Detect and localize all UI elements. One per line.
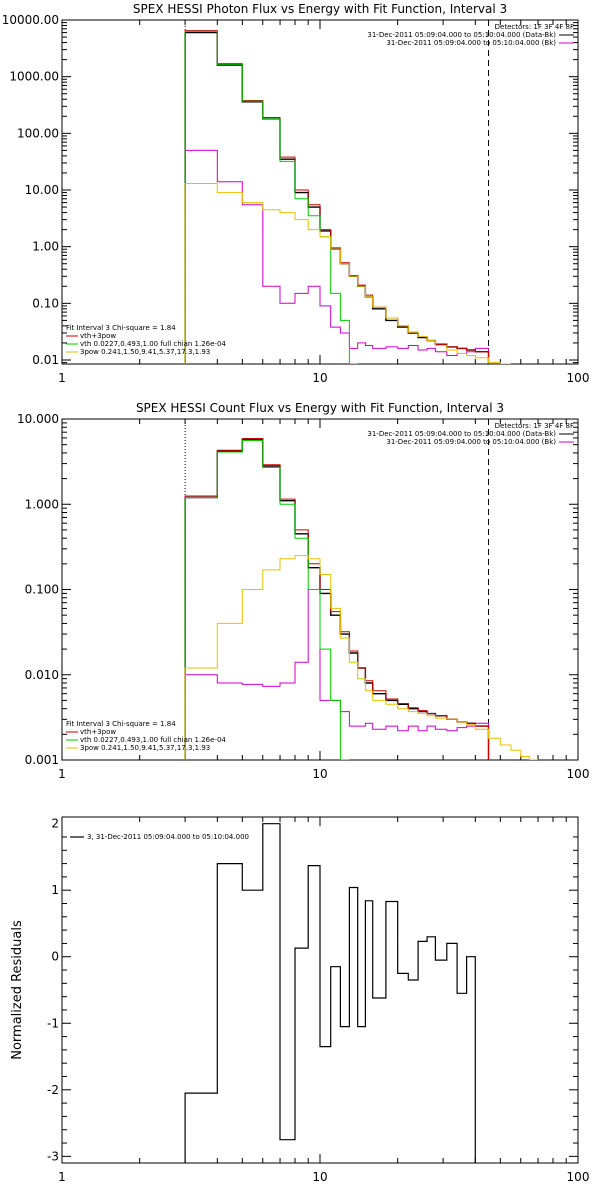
- series-vth: [184, 30, 358, 364]
- photon-flux-panel: SPEX HESSI Photon Flux vs Energy with Fi…: [2, 2, 590, 385]
- y-tick-label: 10000.00: [2, 13, 59, 27]
- legend-entry-label: 3, 31-Dec-2011 05:09:04.000 to 05:10:04.…: [87, 833, 249, 841]
- x-tick-label: 1: [58, 767, 66, 781]
- series-data-bk: [184, 31, 490, 364]
- y-tick-label: -1: [47, 1016, 59, 1030]
- x-tick-label: 1: [58, 1170, 66, 1184]
- legend-entry-label: 31-Dec-2011 05:09:04.000 to 05:10:04.000…: [386, 39, 556, 47]
- y-tick-label: 0.010: [25, 668, 59, 682]
- legend-entry-label: 3pow 0.241,1.50,9.41,5.37,17.3,1.93: [80, 348, 210, 356]
- x-tick-label: 10: [312, 371, 327, 385]
- series-data-bk: [184, 439, 490, 760]
- x-tick-label: 100: [567, 1170, 590, 1184]
- legend-entry-label: vth+3pow: [80, 728, 116, 736]
- y-tick-label: 10.00: [25, 183, 59, 197]
- legend-entry-label: 31-Dec-2011 05:09:04.000 to 05:10:04.000…: [367, 31, 556, 39]
- y-tick-label: 1: [51, 883, 59, 897]
- x-tick-label: 1: [58, 371, 66, 385]
- count-flux-title: SPEX HESSI Count Flux vs Energy with Fit…: [136, 401, 504, 415]
- series-vth-3pow: [184, 30, 489, 364]
- series-bk: [184, 149, 489, 364]
- y-tick-label: 1.000: [25, 497, 59, 511]
- x-tick-label: 100: [567, 371, 590, 385]
- y-tick-label: 0.100: [25, 583, 59, 597]
- y-tick-label: -2: [47, 1083, 59, 1097]
- y-tick-label: 1000.00: [9, 70, 59, 84]
- series-vth: [184, 440, 350, 760]
- y-tick-label: 10.000: [17, 412, 59, 426]
- plot-frame: [61, 19, 579, 365]
- legend-entry-label: 3pow 0.241,1.50,9.41,5.37,17.3,1.93: [80, 744, 210, 752]
- legend-entry-label: 31-Dec-2011 05:09:04.000 to 05:10:04.000…: [386, 438, 556, 446]
- legend-entry-label: vth 0.0227,0.493,1.00 full chian 1.26e-0…: [80, 340, 226, 348]
- legend-entry-label: vth 0.0227,0.493,1.00 full chian 1.26e-0…: [80, 736, 226, 744]
- legend-detectors: Detectors: 1F 3F 4F 8F: [495, 422, 574, 430]
- x-tick-label: 100: [567, 767, 590, 781]
- legend-fit-header: Fit Interval 3 Chi-square = 1.84: [66, 324, 176, 332]
- series-bk: [184, 589, 489, 760]
- plot-area: [184, 20, 511, 364]
- series-3pow: [184, 183, 511, 364]
- y-tick-label: 0.01: [32, 353, 59, 367]
- y-tick-label: 0: [51, 950, 59, 964]
- x-tick-label: 10: [312, 1170, 327, 1184]
- y-tick-label: 100.00: [17, 126, 59, 140]
- legend-entry-label: vth+3pow: [80, 332, 116, 340]
- y-tick-label: 0.001: [25, 753, 59, 767]
- y-tick-label: 2: [51, 817, 59, 831]
- photon-flux-title: SPEX HESSI Photon Flux vs Energy with Fi…: [133, 2, 507, 16]
- y-tick-label: 0.10: [32, 296, 59, 310]
- series-3pow: [184, 555, 538, 760]
- y-tick-label: 1.00: [32, 240, 59, 254]
- plot-area: [184, 419, 538, 760]
- plot-area: [184, 823, 476, 1163]
- legend-detectors: Detectors: 1F 3F 4F 8F: [495, 23, 574, 31]
- x-tick-label: 10: [312, 767, 327, 781]
- count-flux-panel: SPEX HESSI Count Flux vs Energy with Fit…: [17, 401, 589, 781]
- y-tick-label: -3: [47, 1149, 59, 1163]
- legend-fit-header: Fit Interval 3 Chi-square = 1.84: [66, 720, 176, 728]
- series-vth-3pow: [184, 438, 489, 760]
- residuals-y-axis-label: Normalized Residuals: [10, 920, 25, 1060]
- legend-entry-label: 31-Dec-2011 05:09:04.000 to 05:10:04.000…: [367, 430, 556, 438]
- series-3-31-dec-2011-05-09-04-000-to-05-10-04-000: [184, 823, 476, 1163]
